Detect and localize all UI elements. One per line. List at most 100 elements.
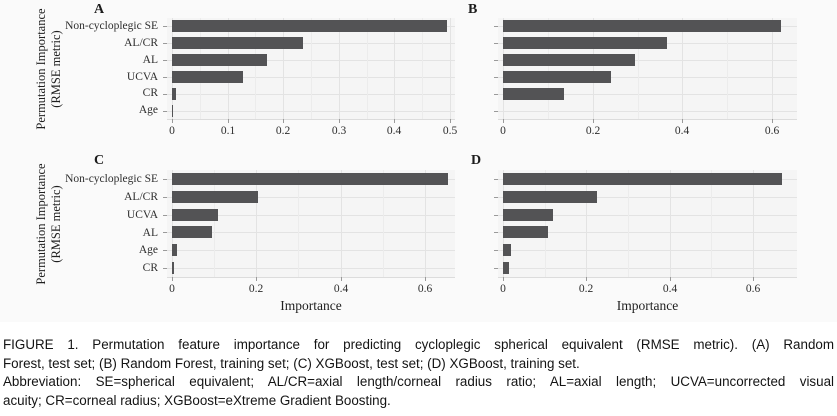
x-tick-mark — [341, 277, 342, 281]
y-tick-mark — [163, 94, 167, 95]
panel-a — [167, 18, 455, 120]
bar-age — [503, 244, 511, 256]
category-label: AL/CR — [124, 191, 158, 203]
gridline-minor — [298, 170, 299, 277]
category-label: AL/CR — [124, 37, 158, 49]
x-tick-mark — [172, 119, 173, 123]
bar-al-cr — [172, 191, 258, 203]
gridline-minor — [255, 18, 256, 119]
x-tick-mark — [772, 119, 773, 123]
x-tick-label: 0.1 — [220, 125, 236, 137]
gridline-major — [256, 170, 257, 277]
gridline-major — [425, 170, 426, 277]
gridline-horizontal — [167, 215, 455, 216]
bar-ucva — [503, 71, 611, 83]
caption-line-4: acuity; CR=corneal radius; XGBoost=eXtre… — [3, 392, 391, 408]
gridline-horizontal — [498, 77, 797, 78]
gridline-horizontal — [498, 111, 797, 112]
gridline-major — [682, 18, 683, 119]
x-tick-mark — [682, 119, 683, 123]
bar-al — [503, 54, 635, 66]
gridline-horizontal — [498, 60, 797, 61]
caption-line-1: FIGURE 1. Permutation feature importance… — [3, 337, 834, 352]
bar-al-cr — [503, 37, 667, 49]
gridline-major — [283, 18, 284, 119]
gridline-horizontal — [167, 197, 455, 198]
gridline-major — [341, 170, 342, 277]
y-tick-mark — [494, 60, 498, 61]
x-tick-label: 0 — [500, 125, 506, 137]
x-tick-label: 0 — [169, 283, 175, 295]
bar-cr — [503, 88, 564, 100]
caption-line-2: Forest, test set; (B) Random Forest, tra… — [3, 355, 580, 371]
x-tick-label: 0.2 — [248, 283, 264, 295]
category-label: UCVA — [126, 209, 158, 221]
gridline-major — [394, 18, 395, 119]
gridline-major — [586, 170, 587, 277]
gridline-horizontal — [498, 197, 797, 198]
category-label: Non-cycloplegic SE — [65, 20, 158, 32]
y-tick-mark — [494, 268, 498, 269]
bar-al — [172, 54, 267, 66]
gridline-major — [339, 18, 340, 119]
y-tick-mark — [494, 43, 498, 44]
gridline-minor — [628, 170, 629, 277]
y-tick-mark — [163, 232, 167, 233]
y-tick-mark — [163, 111, 167, 112]
gridline-minor — [711, 170, 712, 277]
bar-age — [172, 244, 177, 256]
gridline-minor — [311, 18, 312, 119]
x-axis-title: Importance — [616, 298, 679, 313]
bar-al — [172, 226, 212, 238]
gridline-minor — [214, 170, 215, 277]
x-tick-mark — [503, 119, 504, 123]
x-axis-title: Importance — [280, 298, 342, 313]
bar-non-cycloplegic-se — [503, 173, 782, 185]
x-tick-mark — [450, 119, 451, 123]
x-tick-mark — [339, 119, 340, 123]
x-tick-mark — [586, 277, 587, 281]
category-label: CR — [142, 262, 158, 274]
bar-non-cycloplegic-se — [172, 20, 447, 32]
x-tick-label: 0.2 — [578, 283, 594, 295]
x-tick-mark — [670, 277, 671, 281]
x-tick-label: 0.4 — [674, 125, 690, 137]
gridline-horizontal — [498, 250, 797, 251]
figure-caption: FIGURE 1. Permutation feature importance… — [3, 336, 834, 410]
category-label: AL — [142, 54, 158, 66]
panel-d — [498, 170, 797, 278]
bar-non-cycloplegic-se — [172, 173, 448, 185]
x-tick-label: 0.6 — [764, 125, 780, 137]
gridline-major — [593, 18, 594, 119]
x-tick-label: 0.2 — [275, 125, 291, 137]
y-tick-mark — [494, 215, 498, 216]
gridline-minor — [548, 18, 549, 119]
caption-line-3: Abbreviation: SE=spherical equivalent; A… — [3, 374, 834, 390]
x-tick-mark — [256, 277, 257, 281]
y-tick-mark — [494, 179, 498, 180]
bar-age — [172, 105, 173, 117]
y-tick-mark — [163, 268, 167, 269]
x-tick-mark — [753, 277, 754, 281]
x-tick-mark — [228, 119, 229, 123]
x-tick-label: 0.6 — [745, 283, 761, 295]
bar-al-cr — [503, 191, 597, 203]
y-tick-mark — [494, 77, 498, 78]
gridline-major — [503, 18, 504, 119]
y-tick-mark — [163, 77, 167, 78]
y-tick-mark — [494, 111, 498, 112]
x-tick-mark — [394, 119, 395, 123]
gridline-major — [450, 18, 451, 119]
x-tick-label: 0 — [169, 125, 175, 137]
gridline-horizontal — [167, 232, 455, 233]
gridline-major — [172, 18, 173, 119]
category-label: UCVA — [126, 71, 158, 83]
bar-non-cycloplegic-se — [503, 20, 781, 32]
x-tick-mark — [503, 277, 504, 281]
gridline-horizontal — [498, 94, 797, 95]
bar-ucva — [172, 209, 218, 221]
panel-b — [498, 18, 797, 120]
bar-al — [503, 226, 548, 238]
category-label: Non-cycloplegic SE — [65, 173, 158, 185]
